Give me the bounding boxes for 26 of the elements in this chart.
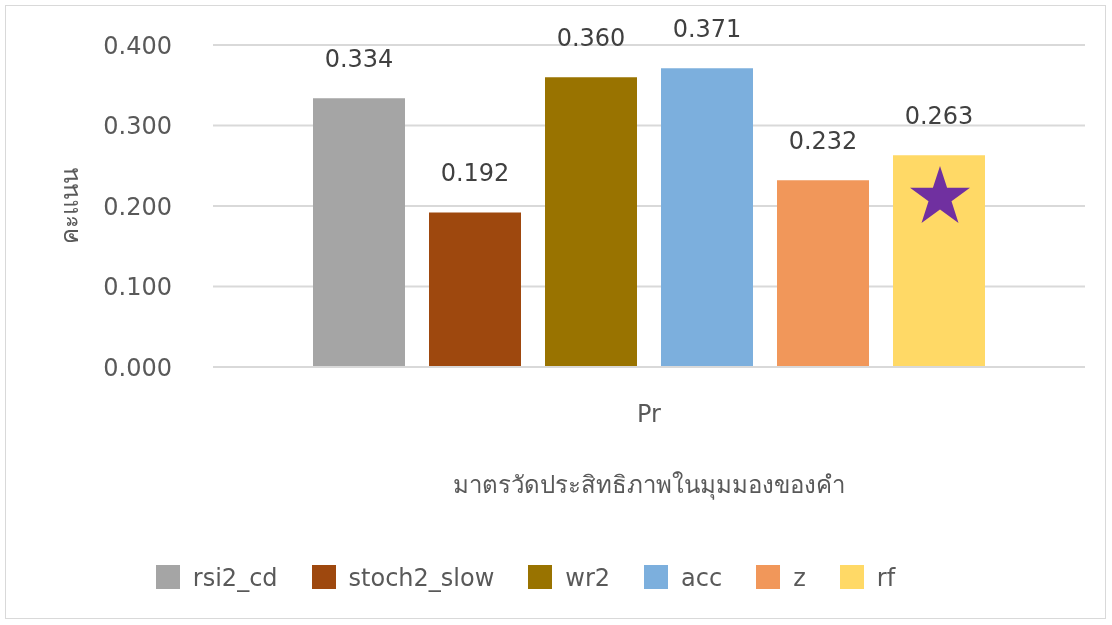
data-label: 0.334 xyxy=(324,45,394,74)
y-axis-title: คะแนน xyxy=(56,168,84,244)
data-label: 0.263 xyxy=(904,102,974,131)
bar xyxy=(313,98,405,367)
legend-label: rsi2_cd xyxy=(192,564,278,592)
y-tick-label: 0.100 xyxy=(103,273,172,302)
bar xyxy=(777,180,869,367)
data-label: 0.360 xyxy=(556,24,626,53)
y-tick-label: 0.400 xyxy=(103,31,172,60)
legend-label: wr2 xyxy=(565,564,611,592)
y-tick-label: 0.200 xyxy=(103,192,172,221)
data-label: 0.371 xyxy=(672,15,742,44)
y-tick-label: 0.000 xyxy=(103,353,172,382)
legend-label: acc xyxy=(681,564,723,592)
x-tick-label: Pr xyxy=(637,400,662,429)
bar xyxy=(429,212,521,367)
bar xyxy=(545,77,637,367)
y-tick-label: 0.300 xyxy=(103,112,172,141)
x-axis-title: มาตรวัดประสิทธิภาพในมุมมองของคำ xyxy=(453,471,845,500)
bar xyxy=(893,155,985,367)
bar xyxy=(661,68,753,367)
data-label: 0.232 xyxy=(788,127,858,156)
data-label: 0.192 xyxy=(440,159,510,188)
legend-label: z xyxy=(793,564,806,592)
legend-label: stoch2_slow xyxy=(348,564,495,592)
legend-label: rf xyxy=(876,564,896,592)
